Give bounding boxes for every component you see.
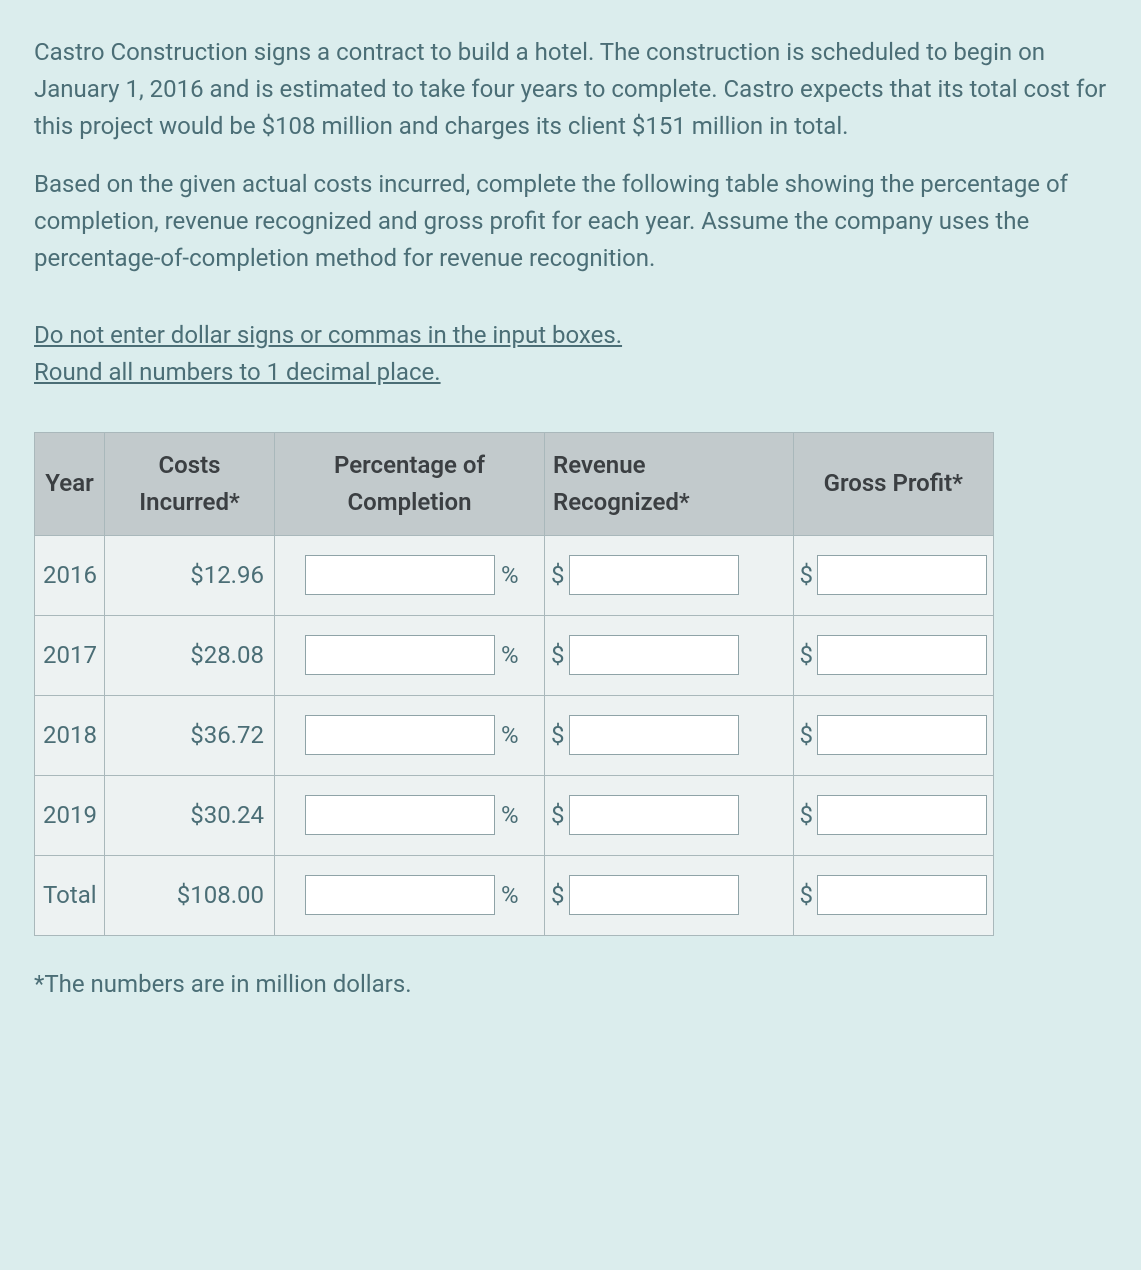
table-row: Total $108.00 % $ $: [35, 855, 994, 935]
gross-profit-cell: $: [793, 775, 994, 855]
revenue-cell: $: [545, 535, 794, 615]
year-cell: 2017: [35, 615, 105, 695]
dollar-symbol: $: [551, 797, 565, 834]
revenue-cell: $: [545, 695, 794, 775]
table-row: 2019 $30.24 % $ $: [35, 775, 994, 855]
table-row: 2017 $28.08 % $ $: [35, 615, 994, 695]
dollar-symbol: $: [800, 717, 814, 754]
col-costs: Costs Incurred*: [105, 432, 275, 535]
cost-cell: $108.00: [105, 855, 275, 935]
gross-profit-cell: $: [793, 695, 994, 775]
gross-profit-input[interactable]: [817, 715, 987, 755]
cost-cell: $36.72: [105, 695, 275, 775]
dollar-symbol: $: [551, 557, 565, 594]
percentage-cell: %: [275, 695, 545, 775]
dollar-symbol: $: [551, 877, 565, 914]
percentage-cell: %: [275, 855, 545, 935]
percent-symbol: %: [501, 717, 519, 754]
percent-symbol: %: [501, 877, 519, 914]
gross-profit-input[interactable]: [817, 635, 987, 675]
year-cell: 2016: [35, 535, 105, 615]
gross-profit-input[interactable]: [817, 795, 987, 835]
gross-profit-cell: $: [793, 855, 994, 935]
percentage-input[interactable]: [305, 635, 495, 675]
year-cell: Total: [35, 855, 105, 935]
percentage-input[interactable]: [305, 715, 495, 755]
instruction-line-2: Round all numbers to 1 decimal place.: [34, 354, 1107, 391]
cost-cell: $30.24: [105, 775, 275, 855]
percentage-input[interactable]: [305, 555, 495, 595]
revenue-input[interactable]: [569, 715, 739, 755]
revenue-input[interactable]: [569, 555, 739, 595]
revenue-cell: $: [545, 615, 794, 695]
table-row: 2018 $36.72 % $ $: [35, 695, 994, 775]
percent-symbol: %: [501, 797, 519, 834]
revenue-input[interactable]: [569, 875, 739, 915]
revenue-cell: $: [545, 855, 794, 935]
year-cell: 2018: [35, 695, 105, 775]
col-revenue: Revenue Recognized*: [545, 432, 794, 535]
dollar-symbol: $: [800, 557, 814, 594]
percentage-input[interactable]: [305, 875, 495, 915]
percentage-cell: %: [275, 775, 545, 855]
dollar-symbol: $: [551, 637, 565, 674]
table-body: 2016 $12.96 % $ $ 2017 $28.08 % $ $: [35, 535, 994, 935]
gross-profit-cell: $: [793, 615, 994, 695]
dollar-symbol: $: [800, 877, 814, 914]
dollar-symbol: $: [800, 797, 814, 834]
table-header-row: Year Costs Incurred* Percentage of Compl…: [35, 432, 994, 535]
problem-paragraph-1: Castro Construction signs a contract to …: [34, 34, 1107, 146]
revenue-input[interactable]: [569, 635, 739, 675]
dollar-symbol: $: [551, 717, 565, 754]
gross-profit-input[interactable]: [817, 555, 987, 595]
percent-symbol: %: [501, 637, 519, 674]
col-gross-profit: Gross Profit*: [793, 432, 994, 535]
instruction-line-1: Do not enter dollar signs or commas in t…: [34, 317, 1107, 354]
gross-profit-cell: $: [793, 535, 994, 615]
instructions: Do not enter dollar signs or commas in t…: [34, 317, 1107, 391]
percent-symbol: %: [501, 557, 519, 594]
gross-profit-input[interactable]: [817, 875, 987, 915]
revenue-input[interactable]: [569, 795, 739, 835]
year-cell: 2019: [35, 775, 105, 855]
col-percentage: Percentage of Completion: [275, 432, 545, 535]
table-row: 2016 $12.96 % $ $: [35, 535, 994, 615]
cost-cell: $12.96: [105, 535, 275, 615]
footnote: *The numbers are in million dollars.: [34, 966, 1107, 1003]
percentage-cell: %: [275, 535, 545, 615]
completion-table: Year Costs Incurred* Percentage of Compl…: [34, 432, 994, 936]
col-year: Year: [35, 432, 105, 535]
problem-paragraph-2: Based on the given actual costs incurred…: [34, 166, 1107, 278]
percentage-cell: %: [275, 615, 545, 695]
dollar-symbol: $: [800, 637, 814, 674]
percentage-input[interactable]: [305, 795, 495, 835]
revenue-cell: $: [545, 775, 794, 855]
cost-cell: $28.08: [105, 615, 275, 695]
